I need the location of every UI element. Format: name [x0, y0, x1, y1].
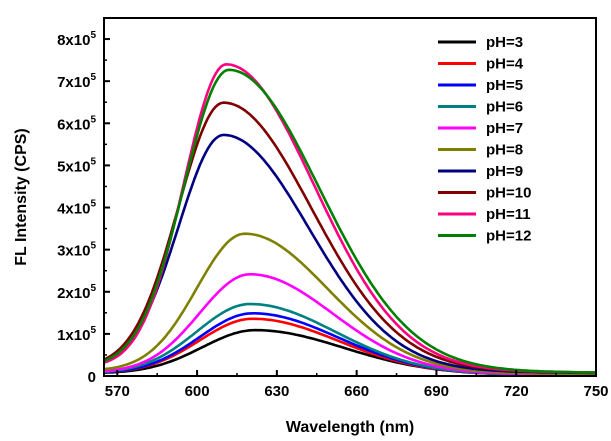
legend-entry: pH=5	[438, 77, 523, 94]
x-axis: 570 600 630 660 690 720 750	[105, 370, 609, 400]
plot-frame	[103, 17, 597, 377]
series-line-ph-6	[103, 302, 596, 377]
series-line-ph-12	[103, 68, 597, 374]
x-tick-label: 720	[504, 383, 529, 400]
series-curves	[103, 63, 597, 377]
legend-entry: pH=4	[438, 56, 524, 73]
legend-entry: pH=10	[438, 185, 531, 202]
legend-label: pH=12	[486, 228, 531, 245]
x-tick-label: 570	[105, 383, 130, 400]
legend-label: pH=11	[486, 206, 531, 223]
y-tick-label: 5x105	[57, 156, 96, 175]
legend-entry: pH=8	[438, 142, 523, 159]
legend-label: pH=10	[486, 185, 531, 202]
legend-label: pH=5	[486, 77, 523, 94]
y-tick-label: 6x105	[57, 114, 96, 133]
legend: pH=3 pH=4 pH=5 pH=6 pH=7 pH=8 pH=9 pH=10 pH=11 pH…	[438, 34, 531, 245]
y-tick-label: 0	[88, 369, 96, 386]
y-tick-label: 4x105	[57, 199, 96, 218]
y-axis-title: FL Intensity (CPS)	[13, 128, 30, 266]
legend-label: pH=8	[486, 142, 523, 159]
legend-label: pH=9	[486, 163, 523, 180]
x-tick-label: 600	[185, 383, 210, 400]
legend-label: pH=7	[486, 120, 523, 137]
x-axis-title: Wavelength (nm)	[286, 419, 414, 436]
x-tick-label: 630	[264, 383, 289, 400]
legend-label: pH=4	[486, 56, 524, 73]
y-axis: 0 1x105 2x105 3x105 4x105 5x105 6x105 7x105 8x10…	[57, 30, 110, 386]
legend-entry: pH=3	[438, 34, 523, 51]
y-tick-label: 2x105	[57, 283, 96, 302]
x-tick-label: 750	[583, 383, 608, 400]
y-tick-label: 3x105	[57, 241, 96, 260]
legend-entry: pH=9	[438, 163, 523, 180]
x-tick-label: 660	[344, 383, 369, 400]
y-tick-label: 7x105	[57, 72, 96, 91]
legend-entry: pH=6	[438, 99, 523, 116]
legend-entry: pH=12	[438, 228, 531, 245]
legend-label: pH=3	[486, 34, 523, 51]
legend-entry: pH=7	[438, 120, 523, 137]
legend-label: pH=6	[486, 99, 523, 116]
legend-entry: pH=11	[438, 206, 531, 223]
y-tick-label: 1x105	[57, 325, 96, 344]
x-tick-label: 690	[424, 383, 449, 400]
y-tick-label: 8x105	[57, 30, 96, 49]
